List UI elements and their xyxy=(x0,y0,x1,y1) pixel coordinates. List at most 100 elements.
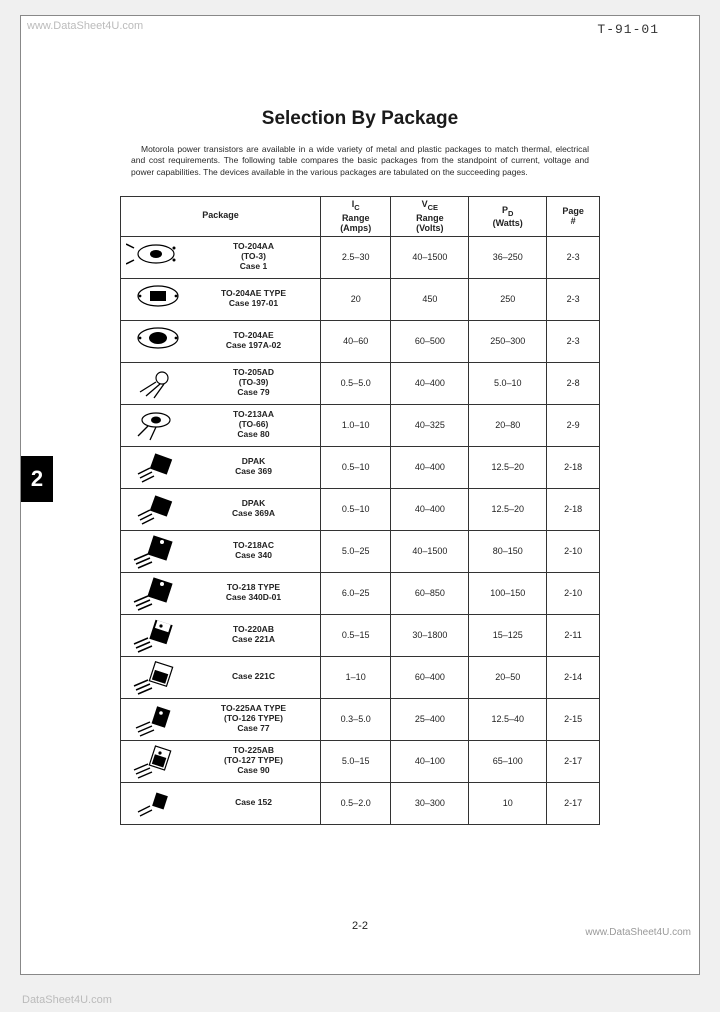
cell-pd: 80–150 xyxy=(469,530,547,572)
package-label: TO-204AE TYPECase 197-01 xyxy=(191,289,320,309)
cell-ic: 0.5–10 xyxy=(321,446,391,488)
page: www.DataSheet4U.com T-91-01 Selection By… xyxy=(20,15,700,975)
package-cell: Case 152 xyxy=(121,782,321,824)
package-label: DPAKCase 369 xyxy=(191,457,320,477)
cell-pd: 36–250 xyxy=(469,236,547,278)
col-pd: PD (Watts) xyxy=(469,197,547,236)
table-row: DPAKCase 369A0.5–1040–40012.5–202-18 xyxy=(121,488,600,530)
package-icon xyxy=(121,364,191,402)
table-row: DPAKCase 3690.5–1040–40012.5–202-18 xyxy=(121,446,600,488)
package-cell: TO-220ABCase 221A xyxy=(121,614,321,656)
package-cell: TO-204AA(TO-3)Case 1 xyxy=(121,236,321,278)
package-cell: TO-218ACCase 340 xyxy=(121,530,321,572)
table-row: TO-204AA(TO-3)Case 12.5–3040–150036–2502… xyxy=(121,236,600,278)
cell-ic: 1.0–10 xyxy=(321,404,391,446)
col-vce: VCE Range (Volts) xyxy=(391,197,469,236)
cell-vce: 40–1500 xyxy=(391,530,469,572)
cell-ic: 2.5–30 xyxy=(321,236,391,278)
cell-pd: 20–50 xyxy=(469,656,547,698)
watermark-bottom-right: www.DataSheet4U.com xyxy=(585,927,691,938)
package-cell: Case 221C xyxy=(121,656,321,698)
watermark-top-left: www.DataSheet4U.com xyxy=(27,20,143,32)
cell-vce: 60–400 xyxy=(391,656,469,698)
cell-vce: 40–400 xyxy=(391,362,469,404)
cell-pd: 250 xyxy=(469,278,547,320)
cell-ic: 5.0–15 xyxy=(321,740,391,782)
section-tab: 2 xyxy=(21,456,53,502)
cell-vce: 60–850 xyxy=(391,572,469,614)
cell-pd: 5.0–10 xyxy=(469,362,547,404)
table-row: TO-204AE TYPECase 197-01204502502-3 xyxy=(121,278,600,320)
cell-ic: 20 xyxy=(321,278,391,320)
package-cell: TO-225AA TYPE(TO-126 TYPE)Case 77 xyxy=(121,698,321,740)
table-row: TO-204AECase 197A-0240–6060–500250–3002-… xyxy=(121,320,600,362)
page-title: Selection By Package xyxy=(21,108,699,130)
package-label: TO-213AA(TO-66)Case 80 xyxy=(191,410,320,439)
package-icon xyxy=(121,406,191,444)
cell-pd: 12.5–40 xyxy=(469,698,547,740)
table-row: TO-225AA TYPE(TO-126 TYPE)Case 770.3–5.0… xyxy=(121,698,600,740)
package-label: DPAKCase 369A xyxy=(191,499,320,519)
cell-page: 2-3 xyxy=(547,320,600,362)
watermark-bottom-left: DataSheet4U.com xyxy=(22,994,112,1006)
cell-page: 2-18 xyxy=(547,488,600,530)
package-icon xyxy=(121,322,191,360)
package-cell: TO-205AD(TO-39)Case 79 xyxy=(121,362,321,404)
cell-pd: 12.5–20 xyxy=(469,446,547,488)
cell-vce: 30–300 xyxy=(391,782,469,824)
cell-page: 2-10 xyxy=(547,530,600,572)
cell-ic: 0.5–5.0 xyxy=(321,362,391,404)
cell-pd: 12.5–20 xyxy=(469,488,547,530)
cell-vce: 40–400 xyxy=(391,446,469,488)
cell-page: 2-3 xyxy=(547,278,600,320)
package-cell: TO-218 TYPECase 340D-01 xyxy=(121,572,321,614)
cell-page: 2-18 xyxy=(547,446,600,488)
package-label: TO-225AB(TO-127 TYPE)Case 90 xyxy=(191,746,320,775)
document-id: T-91-01 xyxy=(597,22,659,37)
cell-vce: 40–325 xyxy=(391,404,469,446)
cell-page: 2-17 xyxy=(547,740,600,782)
cell-pd: 10 xyxy=(469,782,547,824)
table-row: TO-225AB(TO-127 TYPE)Case 905.0–1540–100… xyxy=(121,740,600,782)
table-row: Case 1520.5–2.030–300102-17 xyxy=(121,782,600,824)
cell-vce: 40–100 xyxy=(391,740,469,782)
package-cell: TO-204AE TYPECase 197-01 xyxy=(121,278,321,320)
cell-ic: 0.3–5.0 xyxy=(321,698,391,740)
cell-vce: 30–1800 xyxy=(391,614,469,656)
package-label: TO-218ACCase 340 xyxy=(191,541,320,561)
package-icon xyxy=(121,784,191,822)
cell-pd: 20–80 xyxy=(469,404,547,446)
package-icon xyxy=(121,700,191,738)
col-ic: IC Range (Amps) xyxy=(321,197,391,236)
package-icon xyxy=(121,616,191,654)
package-icon xyxy=(121,742,191,780)
col-page: Page # xyxy=(547,197,600,236)
package-label: TO-204AA(TO-3)Case 1 xyxy=(191,242,320,271)
cell-vce: 60–500 xyxy=(391,320,469,362)
package-icon xyxy=(121,490,191,528)
table-row: TO-205AD(TO-39)Case 790.5–5.040–4005.0–1… xyxy=(121,362,600,404)
table-row: TO-213AA(TO-66)Case 801.0–1040–32520–802… xyxy=(121,404,600,446)
cell-ic: 6.0–25 xyxy=(321,572,391,614)
package-label: TO-220ABCase 221A xyxy=(191,625,320,645)
cell-pd: 15–125 xyxy=(469,614,547,656)
cell-page: 2-14 xyxy=(547,656,600,698)
package-label: TO-225AA TYPE(TO-126 TYPE)Case 77 xyxy=(191,704,320,733)
table-row: Case 221C1–1060–40020–502-14 xyxy=(121,656,600,698)
package-cell: TO-204AECase 197A-02 xyxy=(121,320,321,362)
table-row: TO-218 TYPECase 340D-016.0–2560–850100–1… xyxy=(121,572,600,614)
package-icon xyxy=(121,532,191,570)
cell-pd: 100–150 xyxy=(469,572,547,614)
cell-vce: 40–400 xyxy=(391,488,469,530)
package-icon xyxy=(121,448,191,486)
package-icon xyxy=(121,658,191,696)
cell-page: 2-17 xyxy=(547,782,600,824)
intro-paragraph: Motorola power transistors are available… xyxy=(131,144,589,178)
cell-page: 2-3 xyxy=(547,236,600,278)
package-icon xyxy=(121,574,191,612)
col-package: Package xyxy=(121,197,321,236)
table-header: Package IC Range (Amps) VCE Range (Volts… xyxy=(121,197,600,236)
cell-page: 2-10 xyxy=(547,572,600,614)
package-cell: DPAKCase 369A xyxy=(121,488,321,530)
cell-pd: 250–300 xyxy=(469,320,547,362)
